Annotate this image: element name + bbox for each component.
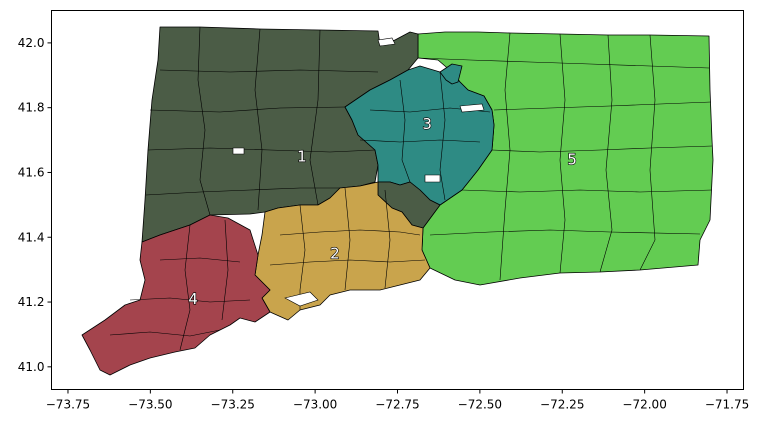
y-tick-label: 42.0 [18, 36, 45, 50]
water-bodies [232, 37, 485, 307]
x-tick-label: −71.75 [705, 398, 749, 412]
x-tick-label: −72.50 [458, 398, 502, 412]
x-tick-label: −72.25 [540, 398, 584, 412]
district-regions [81, 26, 714, 376]
district-1-label: 1 [297, 147, 307, 165]
x-tick-label: −73.25 [211, 398, 255, 412]
district-5-label: 5 [567, 151, 577, 169]
x-tick-label: −72.00 [622, 398, 666, 412]
district-4-label: 4 [188, 290, 198, 308]
y-tick-label: 41.2 [18, 295, 45, 309]
y-tick-label: 41.4 [18, 230, 45, 244]
district-3-label: 3 [422, 115, 432, 133]
x-tick-label: −72.75 [375, 398, 419, 412]
y-tick-label: 41.0 [18, 360, 45, 374]
district-2-label: 2 [330, 244, 340, 262]
y-tick-label: 41.6 [18, 165, 45, 179]
district-3-region [344, 65, 495, 206]
x-tick-label: −73.00 [293, 398, 337, 412]
district-labels: 1 2 3 4 5 [188, 114, 578, 308]
x-axis-ticks: −73.75 −73.50 −73.25 −73.00 −72.75 −72.50 −72.… [46, 389, 749, 412]
district-4-region [81, 214, 271, 376]
x-tick-label: −73.75 [46, 398, 90, 412]
y-tick-label: 41.8 [18, 101, 45, 115]
x-tick-label: −73.50 [128, 398, 172, 412]
district-3-patch [439, 63, 463, 85]
y-axis-ticks: 41.0 41.2 41.4 41.6 41.8 42.0 [18, 36, 52, 374]
